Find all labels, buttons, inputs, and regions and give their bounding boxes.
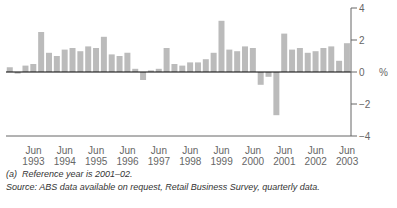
- svg-text:Jun1999: Jun1999: [211, 145, 234, 167]
- html-text:Source: ABS data available on: Source: ABS data available on request, R…: [6, 182, 320, 192]
- svg-text:Jun1995: Jun1995: [85, 145, 108, 167]
- svg-text:Jun2001: Jun2001: [273, 145, 296, 167]
- svg-text:Jun1993: Jun1993: [22, 145, 45, 167]
- svg-text:Jun1994: Jun1994: [54, 145, 77, 167]
- svg-text:Jun2000: Jun2000: [242, 145, 265, 167]
- svg-text:−2: −2: [359, 99, 371, 110]
- html-text:(a) Reference year is 2001–02.: (a) Reference year is 2001–02.: [6, 169, 133, 179]
- svg-text:−4: −4: [359, 131, 371, 142]
- svg-text:Jun2002: Jun2002: [305, 145, 328, 167]
- svg-text:Jun1997: Jun1997: [148, 145, 171, 167]
- svg-text:Jun2003: Jun2003: [336, 145, 359, 167]
- svg-text:Jun1996: Jun1996: [116, 145, 139, 167]
- svg-text:Jun1998: Jun1998: [179, 145, 202, 167]
- svg-text:2: 2: [359, 35, 365, 46]
- svg-text:%: %: [379, 67, 388, 78]
- svg-text:4: 4: [359, 3, 365, 14]
- svg-text:0: 0: [359, 67, 365, 78]
